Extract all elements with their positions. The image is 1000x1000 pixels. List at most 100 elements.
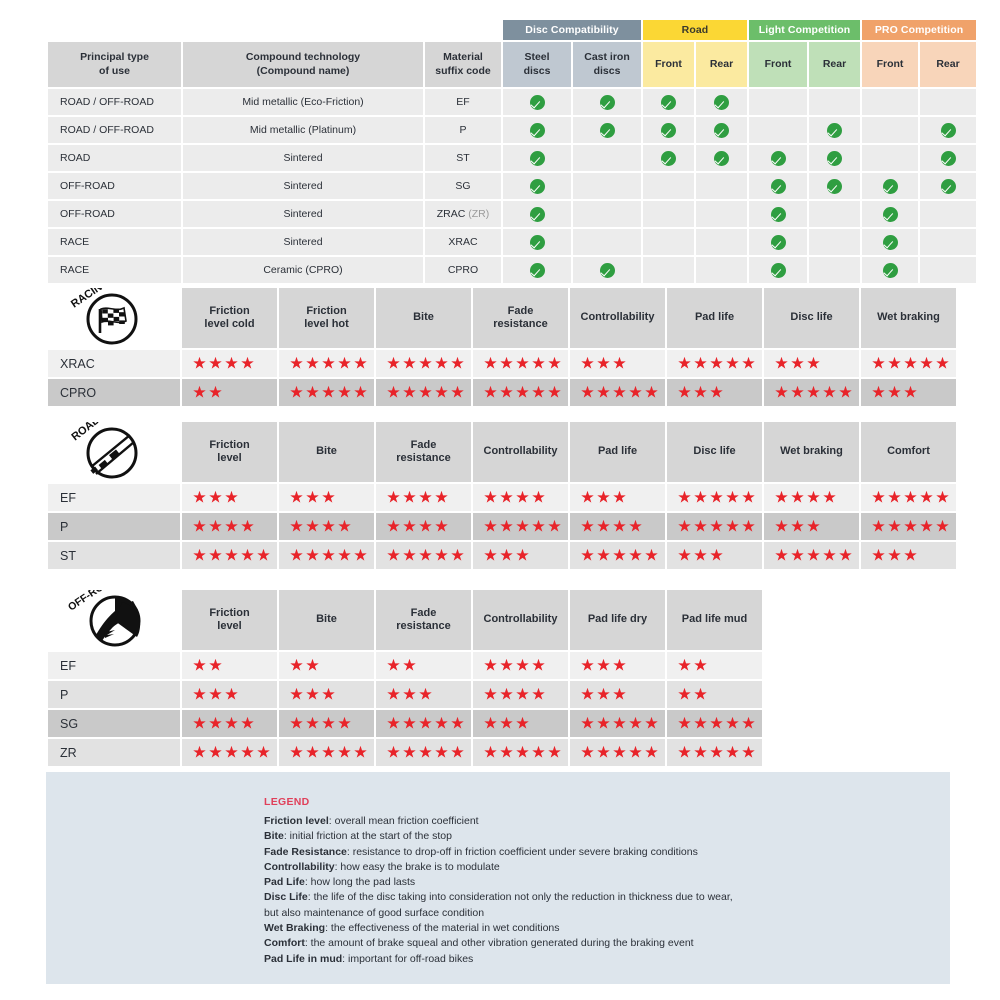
star-icon [484, 548, 497, 561]
star-icon [678, 385, 691, 398]
compat-empty-cell [749, 117, 807, 143]
compat-empty-cell [696, 229, 747, 255]
star-icon [306, 490, 319, 503]
star-icon [613, 548, 626, 561]
star-icon [419, 490, 432, 503]
rating-stars-cell [473, 379, 568, 406]
compatibility-table: Disc Compatibility Road Light Competitio… [46, 18, 978, 285]
star-icon [726, 716, 739, 729]
star-icon [484, 687, 497, 700]
rating-stars-cell [279, 652, 374, 679]
star-icon [241, 716, 254, 729]
rating-stars-cell [667, 739, 762, 766]
star-icon [710, 716, 723, 729]
rating-stars-cell [473, 681, 568, 708]
legend-entry: Friction level: overall mean friction co… [264, 815, 479, 827]
compat-empty-cell [749, 89, 807, 115]
star-icon [710, 519, 723, 532]
road-icon: ROAD [69, 422, 138, 479]
rating-stars-cell [182, 379, 277, 406]
star-icon [484, 385, 497, 398]
star-icon [613, 658, 626, 671]
star-icon [419, 385, 432, 398]
star-icon [225, 716, 238, 729]
star-icon [193, 548, 206, 561]
compat-compound: Mid metallic (Platinum) [183, 117, 423, 143]
compat-check-cell [573, 257, 641, 283]
rating-stars-cell [570, 379, 665, 406]
star-icon [613, 519, 626, 532]
compat-row: OFF-ROAD Sintered ZRAC (ZR) [48, 201, 977, 227]
star-icon [322, 519, 335, 532]
star-icon [581, 490, 594, 503]
racing-badge-cell: RACING [48, 288, 180, 348]
rating-stars-cell [764, 513, 859, 540]
star-icon [451, 356, 464, 369]
column-header-row: Principal type of use Compound technology… [48, 42, 977, 87]
rating-stars-cell [764, 484, 859, 511]
compat-check-cell [696, 89, 747, 115]
compat-check-cell [920, 117, 977, 143]
star-icon [451, 385, 464, 398]
star-icon [839, 548, 852, 561]
rating-stars-cell [667, 350, 762, 377]
rating-row-label: P [48, 513, 180, 540]
compat-empty-cell [920, 89, 977, 115]
star-icon [597, 385, 610, 398]
rating-stars-cell [570, 350, 665, 377]
rating-stars-cell [279, 379, 374, 406]
compat-check-cell [573, 89, 641, 115]
star-icon [597, 716, 610, 729]
star-icon [516, 745, 529, 758]
star-icon [742, 716, 755, 729]
check-icon [882, 178, 898, 194]
star-icon [532, 658, 545, 671]
star-icon [419, 716, 432, 729]
compat-suffix-alt: (ZR) [465, 208, 490, 220]
offroad-badge-cell: OFF-ROAD [48, 590, 180, 650]
band-road: Road [643, 20, 747, 40]
star-icon [613, 490, 626, 503]
rating-stars-cell [376, 379, 471, 406]
star-icon [484, 745, 497, 758]
road-rating-table: ROAD Friction level Bite Fade resistance Cont… [46, 420, 958, 571]
compat-check-cell [503, 229, 571, 255]
check-icon [599, 94, 615, 110]
legend-entry: Controllability: how easy the brake is t… [264, 860, 500, 873]
star-icon [306, 356, 319, 369]
compat-check-cell [696, 145, 747, 171]
star-icon [742, 745, 755, 758]
compat-compound: Sintered [183, 173, 423, 199]
rating-stars-cell [279, 484, 374, 511]
rating-column-header: Pad life dry [570, 590, 665, 650]
star-icon [872, 385, 885, 398]
star-icon [516, 687, 529, 700]
header-pro-front: Front [862, 42, 919, 87]
compat-compound: Sintered [183, 145, 423, 171]
star-icon [645, 716, 658, 729]
star-icon [581, 548, 594, 561]
star-icon [500, 716, 513, 729]
rating-row: CPRO [48, 379, 956, 406]
star-icon [387, 548, 400, 561]
check-icon [529, 150, 545, 166]
compat-compound: Sintered [183, 229, 423, 255]
star-icon [322, 548, 335, 561]
star-icon [225, 687, 238, 700]
offroad-badge: OFF-ROAD [48, 590, 176, 650]
check-icon [529, 234, 545, 250]
compat-suffix-code: P [425, 117, 501, 143]
star-icon [322, 356, 335, 369]
star-icon [597, 356, 610, 369]
road-body: EF P ST [48, 484, 956, 569]
star-icon [872, 490, 885, 503]
star-icon [403, 658, 416, 671]
rating-stars-cell [279, 681, 374, 708]
star-icon [694, 687, 707, 700]
compat-check-cell [809, 117, 861, 143]
star-icon [338, 385, 351, 398]
star-icon [872, 519, 885, 532]
legend-entry: Pad Life: how long the pad lasts [264, 876, 416, 889]
road-badge-cell: ROAD [48, 422, 180, 482]
star-icon [888, 519, 901, 532]
